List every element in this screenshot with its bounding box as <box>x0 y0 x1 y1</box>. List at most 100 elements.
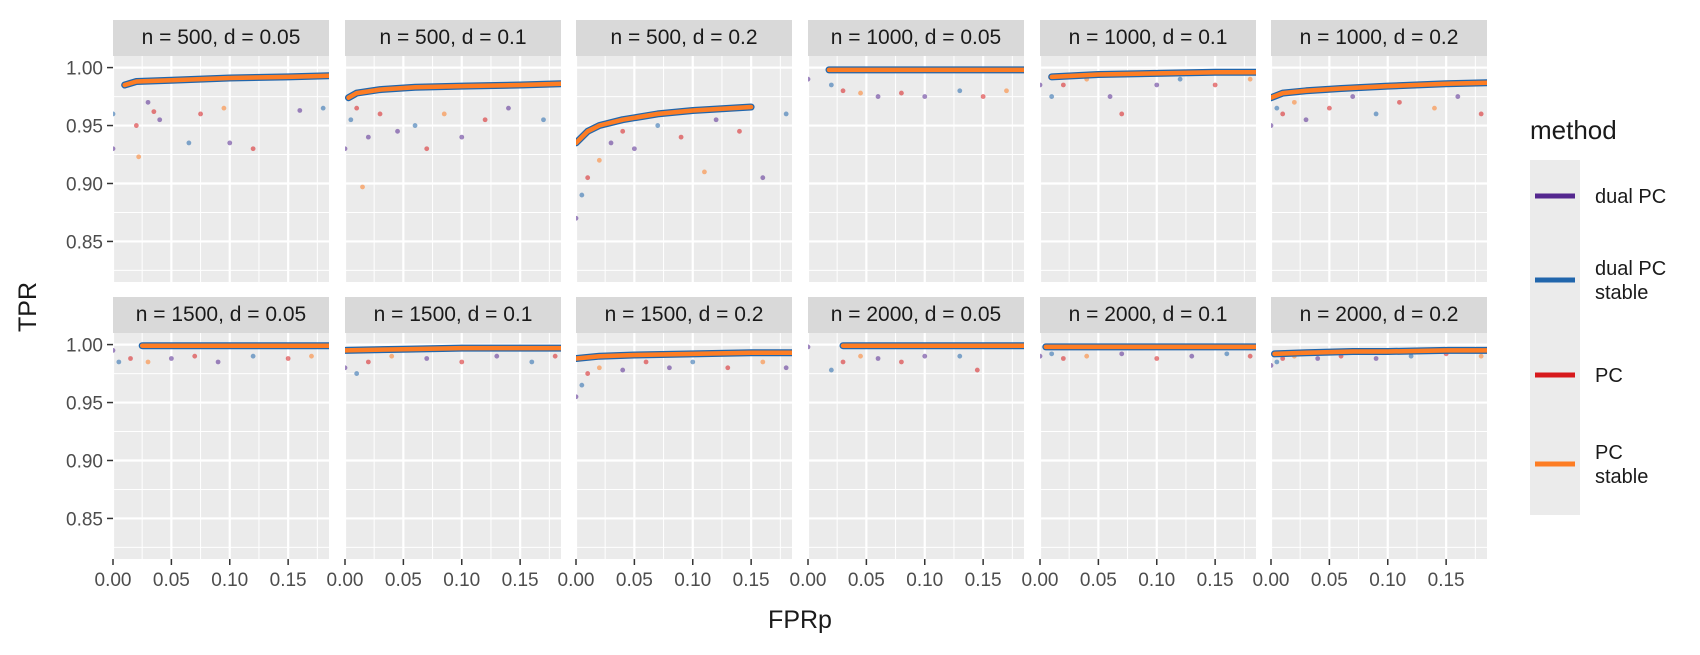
scatter-point <box>974 367 980 373</box>
curve-pc-stable <box>345 345 561 353</box>
facet-panel-5: n = 1000, d = 0.1 <box>1038 20 1256 282</box>
x-tick-label: 0.15 <box>502 570 539 591</box>
facet-panel-6: n = 1000, d = 0.2 <box>1269 20 1487 282</box>
scatter-point <box>678 134 684 140</box>
scatter-point <box>424 146 430 152</box>
scatter-point <box>858 353 863 359</box>
scatter-point <box>529 359 535 365</box>
facet-panel-3: n = 500, d = 0.2 <box>574 20 792 282</box>
scatter-point <box>1373 111 1379 117</box>
facet-panel-7: n = 1500, d = 0.05 0.00 0.05 0.10 0.15 0.85 0.… <box>66 297 329 591</box>
facet-panel-1: n = 500, d = 0.05 0.85 0.90 0.95 1.00 <box>66 20 329 282</box>
facet-strip-label: n = 1500, d = 0.05 <box>136 303 306 326</box>
scatter-point <box>1373 356 1379 361</box>
panel-marks <box>808 66 1024 99</box>
x-tick-label: 0.10 <box>674 570 711 591</box>
scatter-point <box>631 146 637 152</box>
scatter-point <box>1247 353 1253 359</box>
facet-strip <box>576 297 792 333</box>
x-axis-title: FPRp <box>768 606 832 634</box>
facet-strip <box>1271 20 1487 56</box>
x-tick-label: 0.05 <box>385 570 422 591</box>
scatter-point <box>579 382 585 388</box>
scatter-point <box>1049 351 1055 357</box>
x-tick-label: 0.05 <box>1311 570 1348 591</box>
scatter-point <box>1280 111 1286 117</box>
scatter-point <box>1478 353 1484 359</box>
facet-strip-label: n = 2000, d = 0.2 <box>1300 303 1459 326</box>
curve-pc-stable <box>1272 348 1487 357</box>
legend: method dual PC dual PC stable PC PC stable <box>1530 115 1666 515</box>
scatter-point <box>250 146 256 152</box>
scatter-point <box>459 359 465 365</box>
scatter-point <box>760 175 766 181</box>
legend-label: PC <box>1595 365 1623 387</box>
facet-strip-label: n = 1500, d = 0.2 <box>605 303 764 326</box>
scatter-point <box>360 184 365 190</box>
scatter-point <box>1350 94 1356 99</box>
scatter-point <box>957 353 963 359</box>
scatter-point <box>482 117 488 123</box>
facet-panel-11: n = 2000, d = 0.1 0.00 0.05 0.10 0.15 <box>1022 297 1256 591</box>
scatter-point <box>116 359 122 365</box>
scatter-point <box>285 356 291 361</box>
scatter-point <box>1154 356 1160 361</box>
scatter-point <box>1177 76 1183 82</box>
panel-background <box>576 333 792 559</box>
x-tick-label: 0.10 <box>443 570 480 591</box>
facet-strip-label: n = 1000, d = 0.1 <box>1069 26 1228 49</box>
panel-background <box>345 333 561 559</box>
facet-panel-8: n = 1500, d = 0.1 0.00 0.05 0.10 0.15 <box>327 297 561 591</box>
scatter-point <box>596 157 602 163</box>
scatter-point <box>1291 99 1297 105</box>
scatter-point <box>1280 356 1286 361</box>
scatter-point <box>655 123 661 128</box>
facet-strip <box>808 20 1024 56</box>
panel-background <box>113 56 329 282</box>
scatter-point <box>354 105 360 111</box>
scatter-point <box>608 140 614 146</box>
scatter-point <box>1189 353 1195 359</box>
scatter-point <box>1224 351 1230 357</box>
panel-background <box>808 56 1024 282</box>
scatter-point <box>250 353 256 359</box>
scatter-point <box>441 111 447 117</box>
facet-panel-10: n = 2000, d = 0.05 0.00 0.05 0.10 0.15 <box>790 297 1024 591</box>
scatter-point <box>1040 82 1043 88</box>
scatter-point <box>168 356 174 361</box>
x-tick-label: 0.00 <box>1253 570 1290 591</box>
panel-marks <box>113 72 329 160</box>
curve-pc-stable <box>576 104 754 146</box>
x-tick-label: 0.10 <box>211 570 248 591</box>
panel-marks <box>1040 68 1256 117</box>
facet-strip-label: n = 2000, d = 0.1 <box>1069 303 1228 326</box>
panel-marks <box>808 342 1024 373</box>
scatter-point <box>596 365 602 371</box>
scatter-point <box>576 394 579 400</box>
curve-pc-stable <box>1271 80 1487 100</box>
scatter-point <box>198 111 203 117</box>
legend-key-background <box>1530 160 1580 515</box>
scatter-point <box>354 371 360 376</box>
scatter-point <box>840 359 846 365</box>
x-tick-label: 0.15 <box>965 570 1002 591</box>
scatter-point <box>215 359 221 365</box>
panel-background <box>1271 333 1487 559</box>
scatter-point <box>365 359 371 365</box>
scatter-point <box>1408 353 1414 359</box>
scatter-point <box>828 82 834 88</box>
y-tick-label: 0.90 <box>66 174 103 195</box>
panel-background <box>576 56 792 282</box>
scatter-point <box>702 169 707 175</box>
scatter-point <box>760 359 766 365</box>
scatter-point <box>667 365 672 371</box>
scatter-point <box>808 344 811 350</box>
facet-strip <box>345 20 561 56</box>
scatter-point <box>365 134 371 140</box>
legend-label: dual PC <box>1595 186 1666 208</box>
scatter-point <box>297 108 303 113</box>
scatter-point <box>541 117 546 123</box>
x-tick-label: 0.10 <box>906 570 943 591</box>
scatter-point <box>345 365 348 371</box>
